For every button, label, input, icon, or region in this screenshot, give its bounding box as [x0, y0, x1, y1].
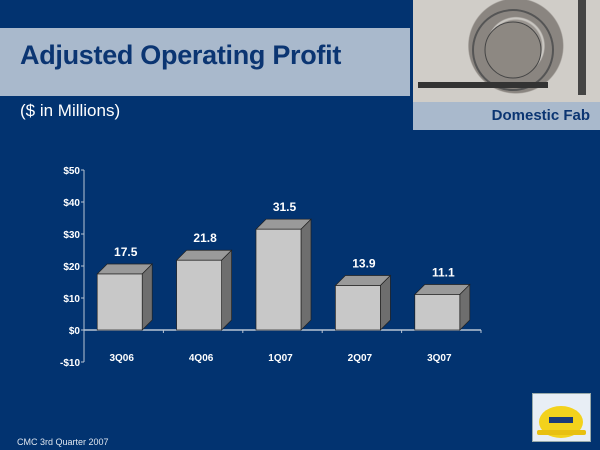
y-tick-label: $40 — [63, 198, 80, 209]
x-tick-label: 3Q07 — [427, 353, 452, 364]
bar — [96, 273, 143, 331]
data-label: 21.8 — [193, 231, 217, 245]
bar-side — [380, 274, 391, 331]
footer-text: CMC 3rd Quarter 2007 — [17, 437, 109, 447]
x-tick-label: 3Q06 — [109, 353, 134, 364]
slide-subtitle: ($ in Millions) — [20, 101, 121, 120]
segment-label: Domestic Fab — [491, 107, 590, 124]
bar-side — [141, 263, 153, 331]
rebar-bender-photo — [413, 0, 600, 102]
hard-hat-icon — [537, 406, 586, 438]
y-tick-label: $50 — [63, 166, 80, 177]
photo-detail — [418, 0, 586, 95]
data-label: 11.1 — [432, 265, 455, 279]
data-label: 13.9 — [352, 257, 376, 271]
bar — [414, 294, 461, 331]
bar — [335, 285, 381, 331]
y-tick-label: $20 — [63, 262, 80, 273]
photo-label-box: Domestic Fab — [413, 102, 600, 130]
bar — [176, 259, 222, 331]
bar-side — [300, 218, 312, 331]
data-label: 17.5 — [114, 245, 138, 259]
title-band — [0, 28, 410, 96]
y-tick-label: $10 — [63, 294, 80, 305]
y-tick-label: -$10 — [60, 358, 80, 369]
x-tick-label: 1Q07 — [268, 353, 293, 364]
hard-hat-logo — [532, 393, 591, 442]
slide-title: Adjusted Operating Profit — [20, 40, 342, 70]
x-tick-label: 4Q06 — [189, 353, 214, 364]
data-label: 31.5 — [273, 200, 297, 214]
y-tick-label: $0 — [69, 326, 81, 337]
bar-side — [221, 249, 232, 331]
x-tick-label: 2Q07 — [348, 353, 373, 364]
bar — [255, 228, 302, 331]
y-tick-label: $30 — [63, 230, 80, 241]
